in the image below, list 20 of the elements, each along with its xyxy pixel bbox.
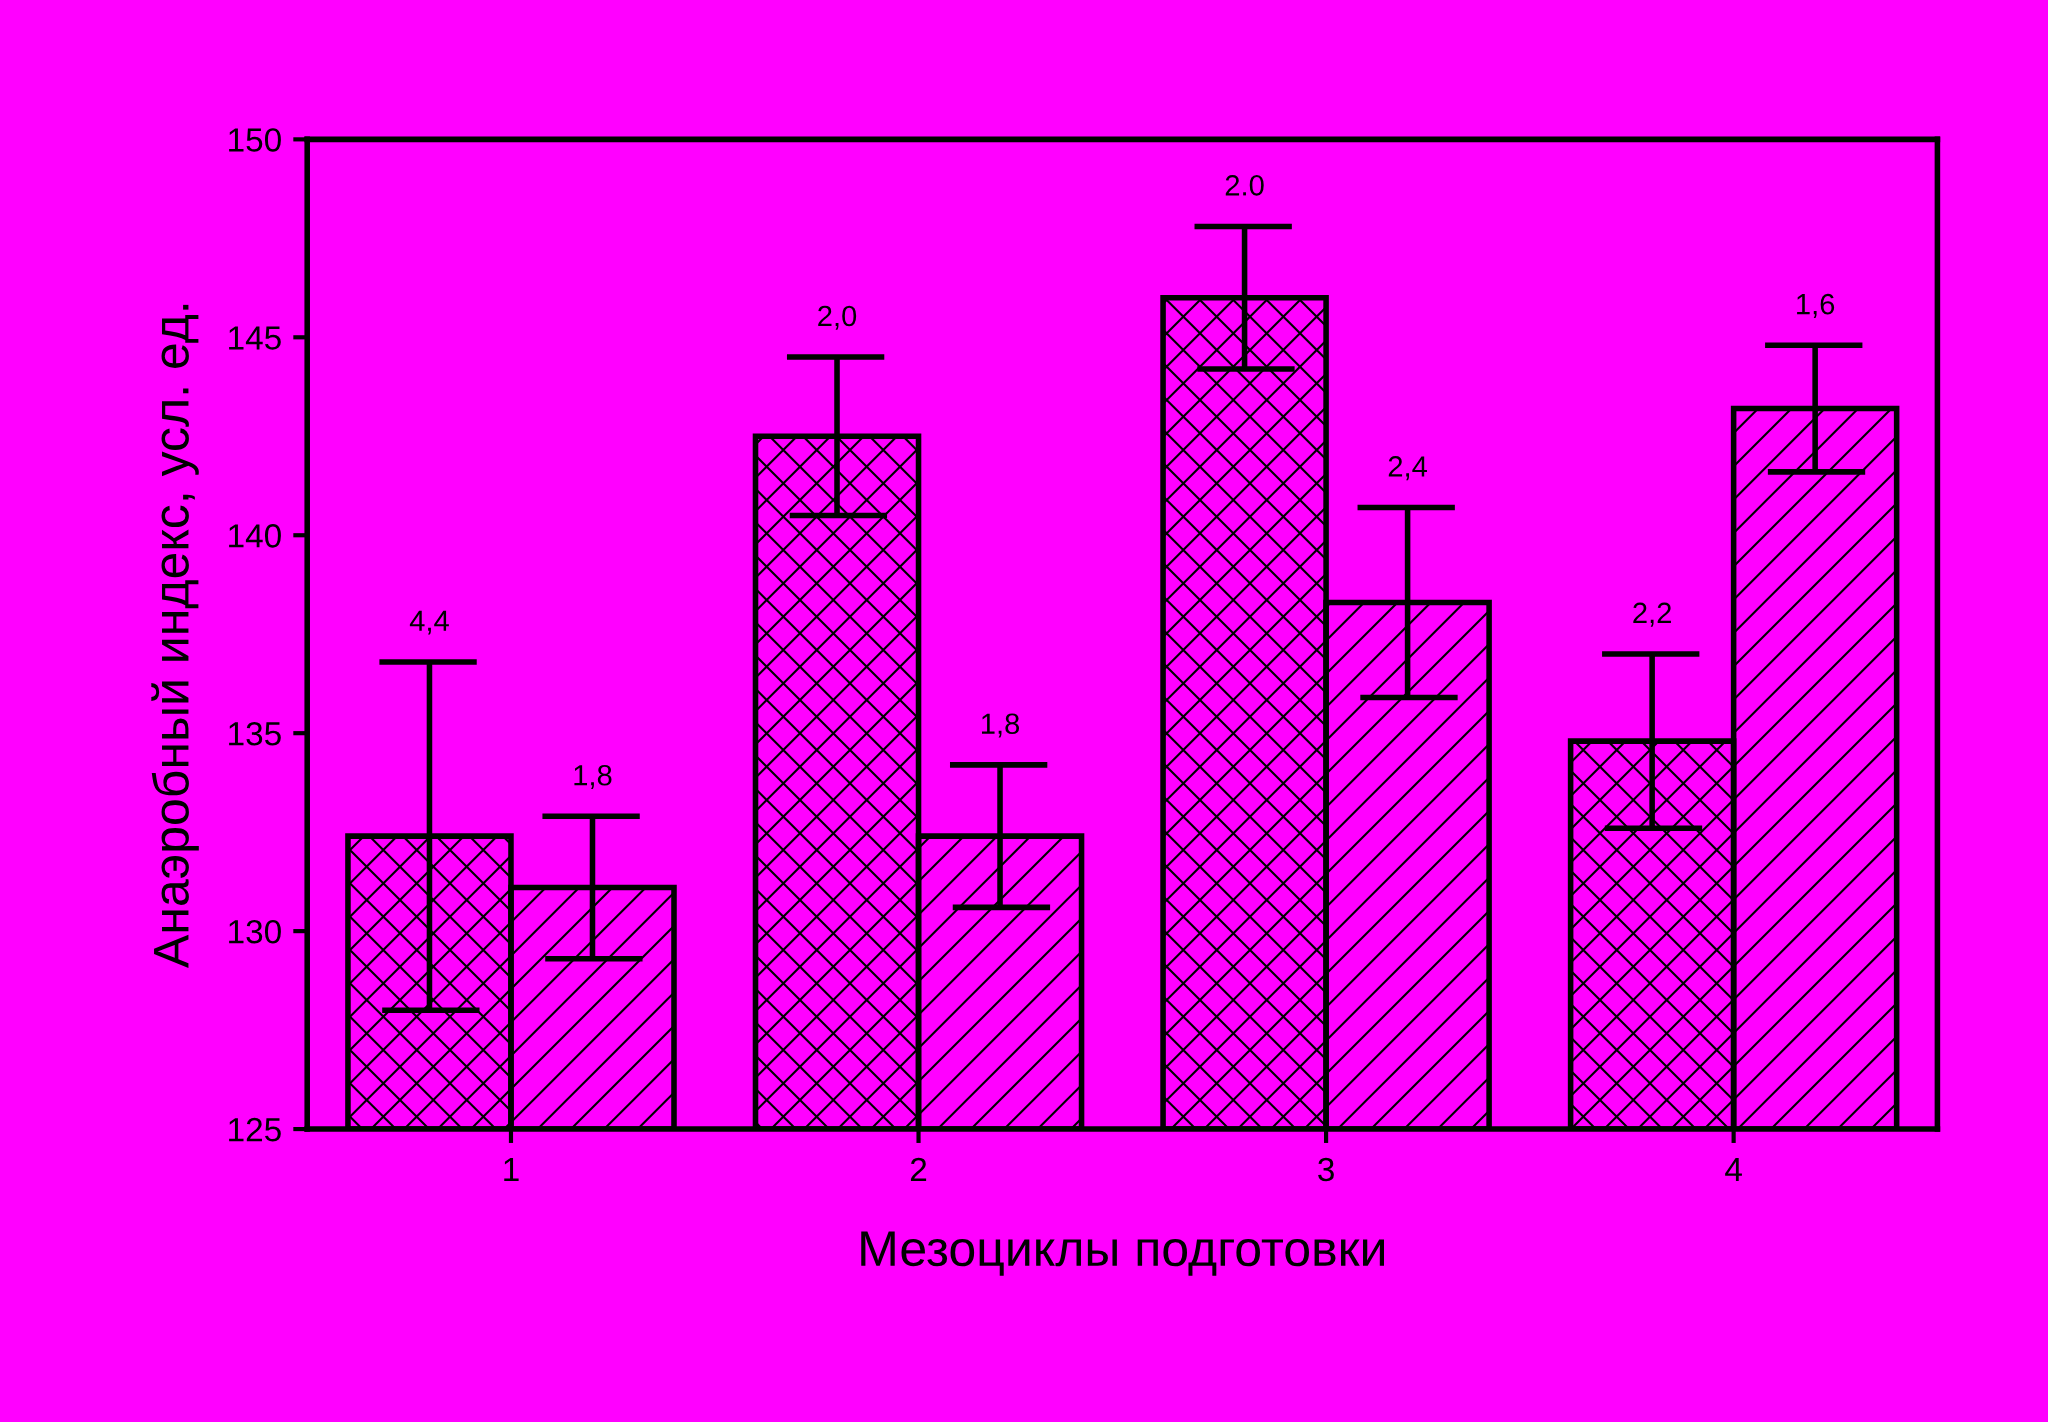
annotation: 2,0 (818, 305, 857, 330)
x-tick-label: 1 (504, 1158, 519, 1181)
x-tick-label: 2 (910, 1157, 927, 1181)
annotation: 1,6 (1797, 293, 1835, 318)
annotation: 2,2 (1633, 602, 1671, 627)
y-tick-label: 150 (229, 128, 281, 152)
y-tick-label: 125 (229, 1117, 281, 1142)
x-axis-title: Мезоциклы подготовки (861, 1231, 1385, 1276)
y-tick-label: 145 (229, 326, 281, 350)
y-axis-title: Анаэробный индекс, усл. ед. (151, 304, 199, 968)
x-tick-label: 4 (1725, 1158, 1742, 1181)
annotation: 1,8 (574, 764, 612, 789)
y-tick-label: 135 (229, 721, 281, 746)
annotation: 2.0 (1225, 175, 1264, 196)
y-tick-label: 140 (229, 524, 281, 548)
annotation: 2,4 (1388, 456, 1428, 481)
annotation: 1,8 (981, 713, 1020, 738)
annotation: 4,4 (409, 610, 449, 635)
y-tick-label: 130 (229, 919, 281, 944)
x-tick-label: 3 (1318, 1157, 1334, 1182)
